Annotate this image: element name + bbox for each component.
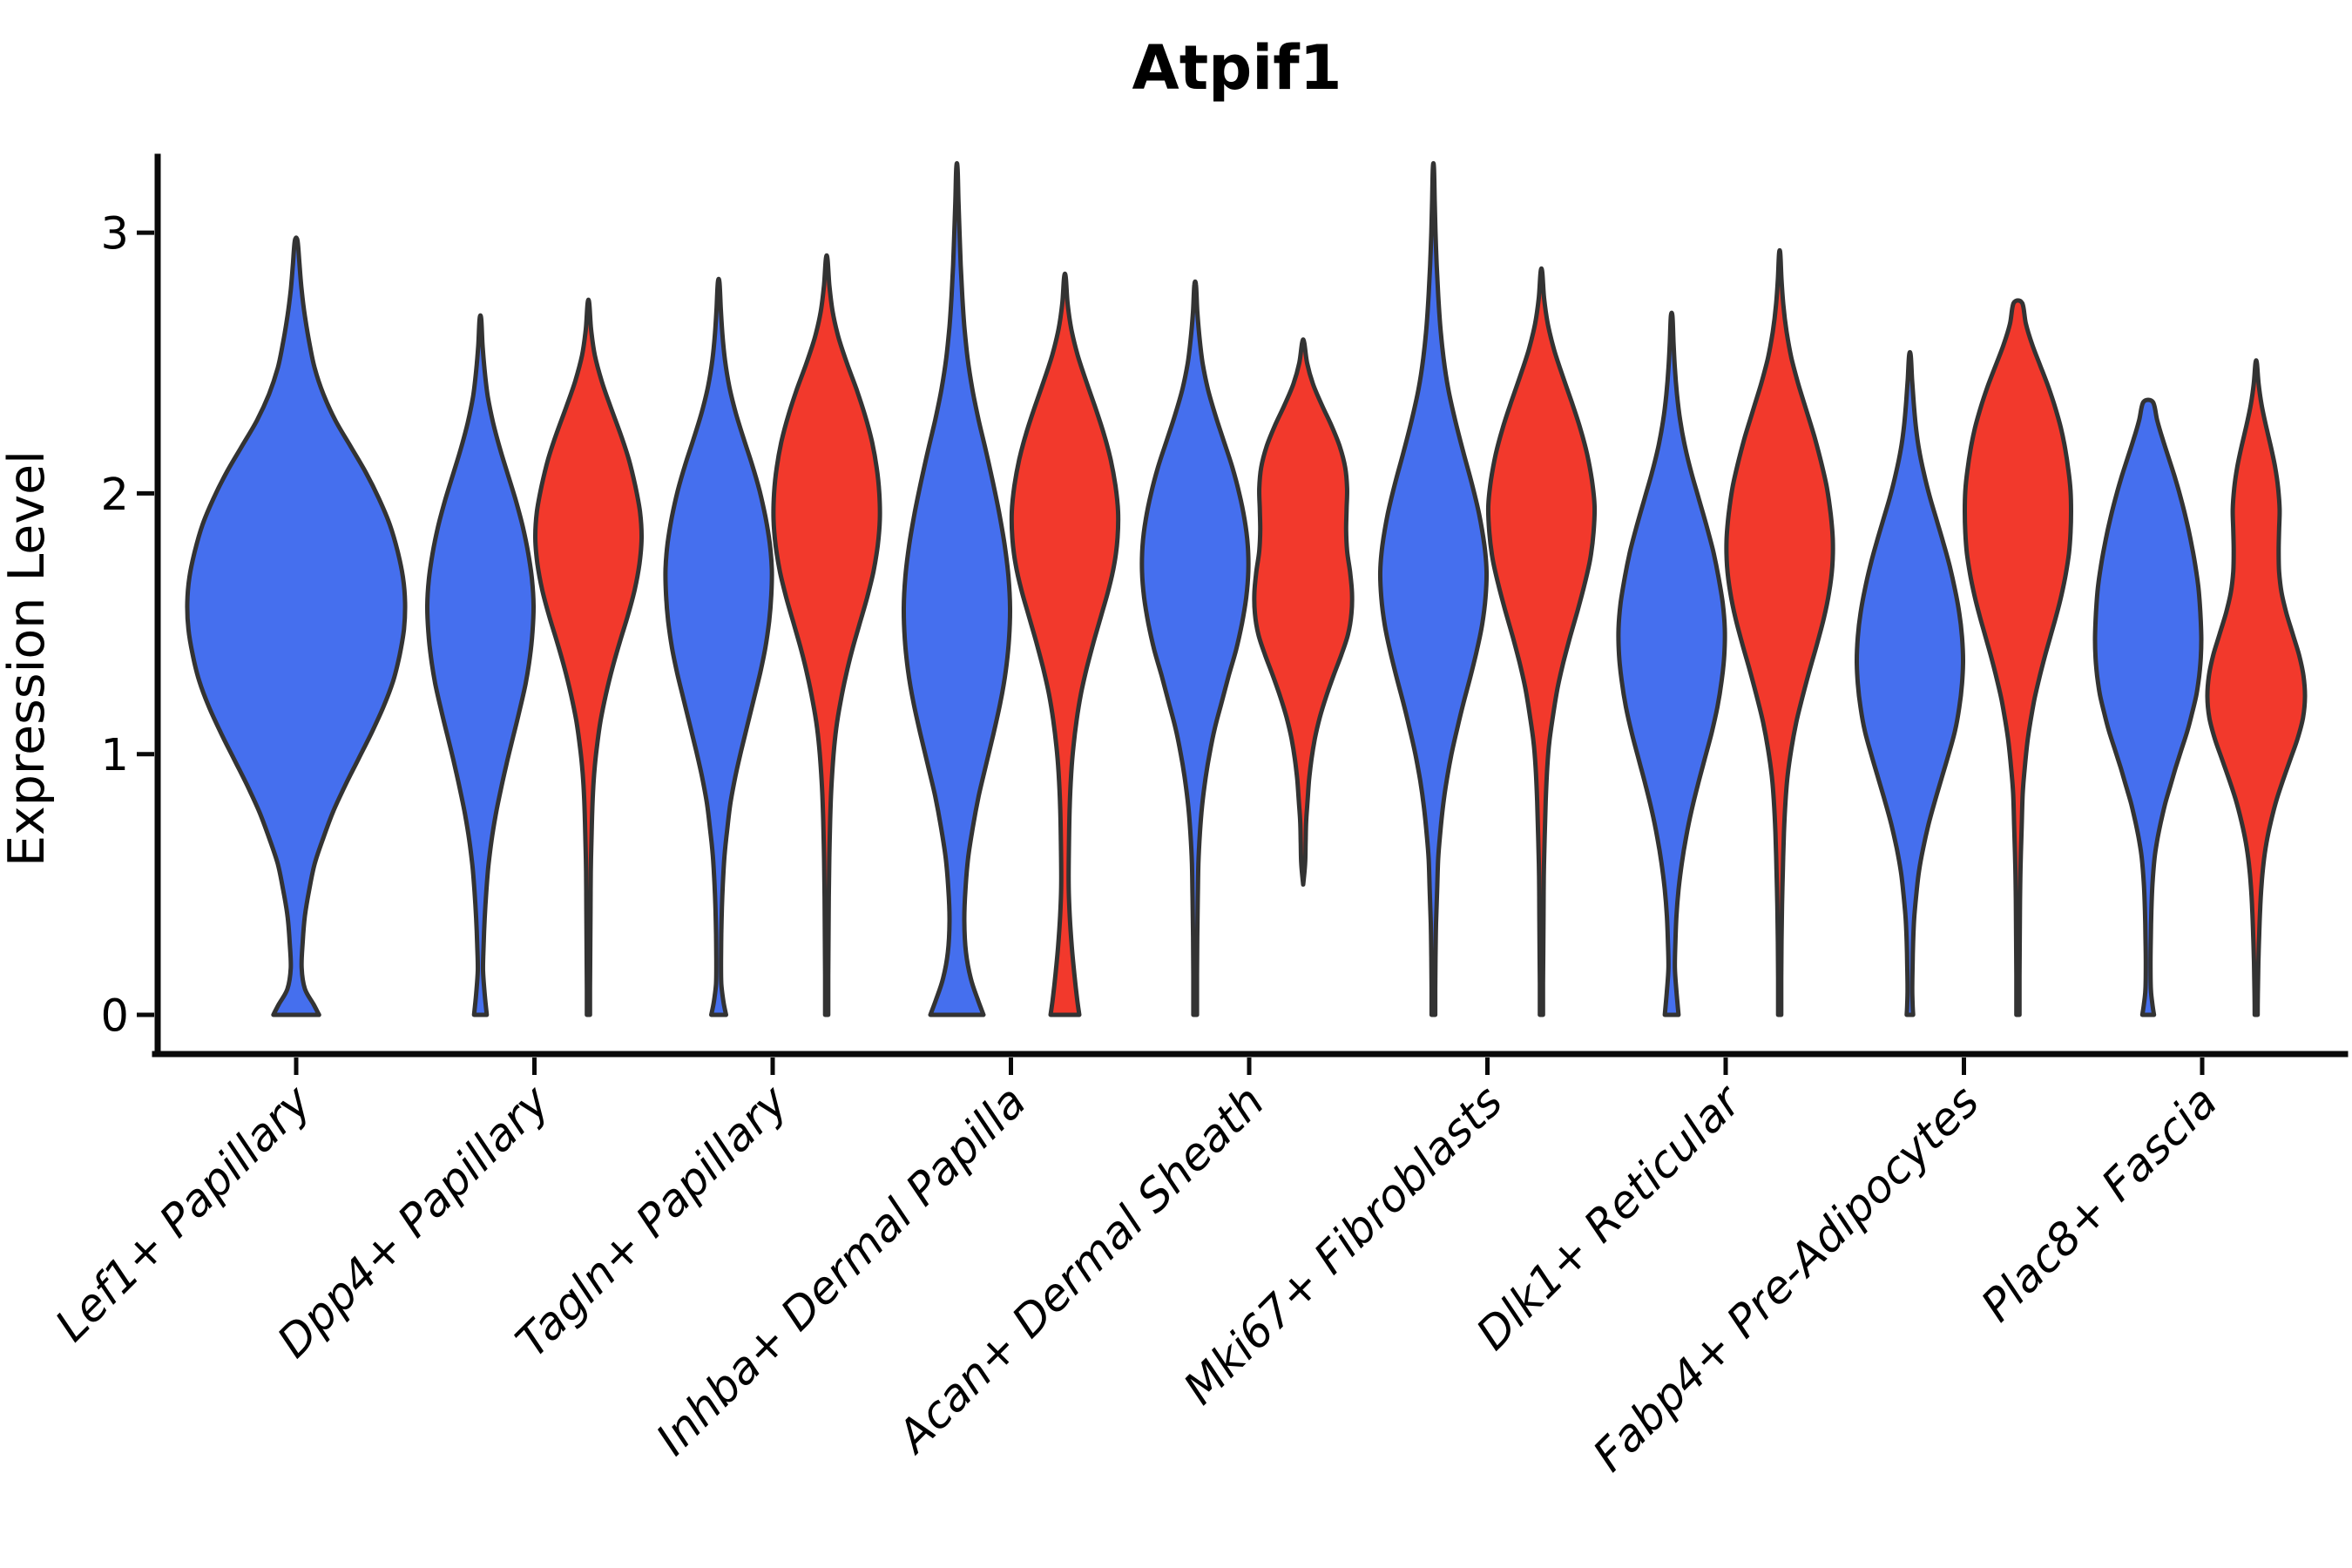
violin-dpp4-blue bbox=[424, 313, 537, 1017]
violin-tagln-red bbox=[771, 253, 882, 1017]
violin-fabp4-blue bbox=[1855, 349, 1965, 1017]
y-tick-label: 1 bbox=[101, 730, 129, 781]
x-tick-label-fabp4: Fabp4+ Pre-Adipocytes bbox=[1584, 1076, 1990, 1482]
axes-layer bbox=[152, 153, 2349, 1058]
x-tick-label-plac8: Plac8+ Fascia bbox=[1972, 1076, 2228, 1332]
violin-plac8-red bbox=[2205, 358, 2308, 1017]
violin-mki67-blue bbox=[1377, 160, 1490, 1017]
y-tick-label: 2 bbox=[101, 470, 129, 521]
y-tick-label: 3 bbox=[101, 208, 129, 260]
y-tick-label: 0 bbox=[101, 990, 129, 1042]
violin-dlk1-blue bbox=[1616, 310, 1727, 1017]
violin-lef1-blue bbox=[185, 235, 408, 1017]
violin-acan-red bbox=[1252, 337, 1355, 887]
violin-dlk1-red bbox=[1724, 247, 1835, 1017]
violin-fabp4-red bbox=[1963, 298, 2073, 1017]
violin-inhba-red bbox=[1009, 271, 1121, 1017]
violin-inhba-blue bbox=[901, 160, 1013, 1017]
x-tick-label-dlk1: Dlk1+ Reticular bbox=[1467, 1074, 1753, 1360]
y-axis-label: Expression Level bbox=[0, 450, 56, 867]
x-tick-label-lef1: Lef1+ Papillary bbox=[46, 1076, 322, 1352]
violins-layer bbox=[185, 160, 2308, 1017]
violin-acan-blue bbox=[1139, 279, 1251, 1017]
violin-dpp4-red bbox=[532, 297, 645, 1017]
violin-mki67-red bbox=[1485, 266, 1598, 1017]
chart-title: Atpif1 bbox=[1132, 32, 1342, 104]
violin-tagln-blue bbox=[663, 276, 774, 1017]
violin-plac8-blue bbox=[2092, 397, 2204, 1017]
